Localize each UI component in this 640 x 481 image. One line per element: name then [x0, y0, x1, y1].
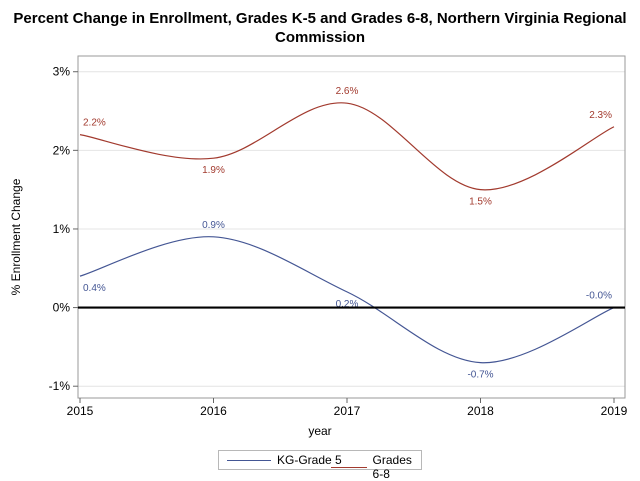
legend: KG-Grade 5 Grades 6-8 — [218, 450, 422, 481]
legend-label-kg-grade-5: KG-Grade 5 — [277, 453, 342, 467]
x-tick-label-0: 2015 — [67, 404, 94, 418]
y-tick-label-4: 3% — [53, 65, 71, 79]
y-tick-label-0: -1% — [49, 379, 71, 393]
data-label-s1-3: 1.5% — [469, 197, 492, 208]
x-tick-label-1: 2016 — [200, 404, 227, 418]
x-axis-label: year — [308, 424, 332, 438]
legend-item-kg-grade-5: KG-Grade 5 — [227, 453, 342, 467]
x-tick-label-3: 2018 — [467, 404, 494, 418]
data-label-s0-0: 0.4% — [83, 283, 106, 294]
data-label-s0-1: 0.9% — [202, 220, 225, 231]
data-label-s0-2: 0.2% — [336, 299, 359, 310]
legend-label-grades-6-8: Grades 6-8 — [372, 453, 412, 481]
x-tick-label-4: 2019 — [601, 404, 628, 418]
data-label-s1-0: 2.2% — [83, 118, 106, 129]
legend-swatch-kg-grade-5 — [227, 459, 271, 461]
y-tick-label-2: 1% — [53, 222, 71, 236]
series-line-0 — [79, 236, 615, 364]
data-label-s0-4: -0.0% — [586, 291, 612, 302]
series-line-1 — [79, 102, 615, 191]
data-label-s1-4: 2.3% — [589, 110, 612, 121]
y-tick-label-3: 2% — [53, 143, 71, 157]
y-tick-label-1: 0% — [53, 301, 71, 315]
plot-frame — [77, 55, 626, 399]
data-label-s1-2: 2.6% — [336, 86, 359, 97]
legend-item-grades-6-8: Grades 6-8 — [331, 453, 421, 481]
data-label-s1-1: 1.9% — [202, 165, 225, 176]
x-tick-label-2: 2017 — [334, 404, 361, 418]
legend-swatch-grades-6-8 — [331, 466, 367, 468]
data-label-s0-3: -0.7% — [467, 370, 493, 381]
chart-title: Percent Change in Enrollment, Grades K-5… — [13, 10, 627, 46]
